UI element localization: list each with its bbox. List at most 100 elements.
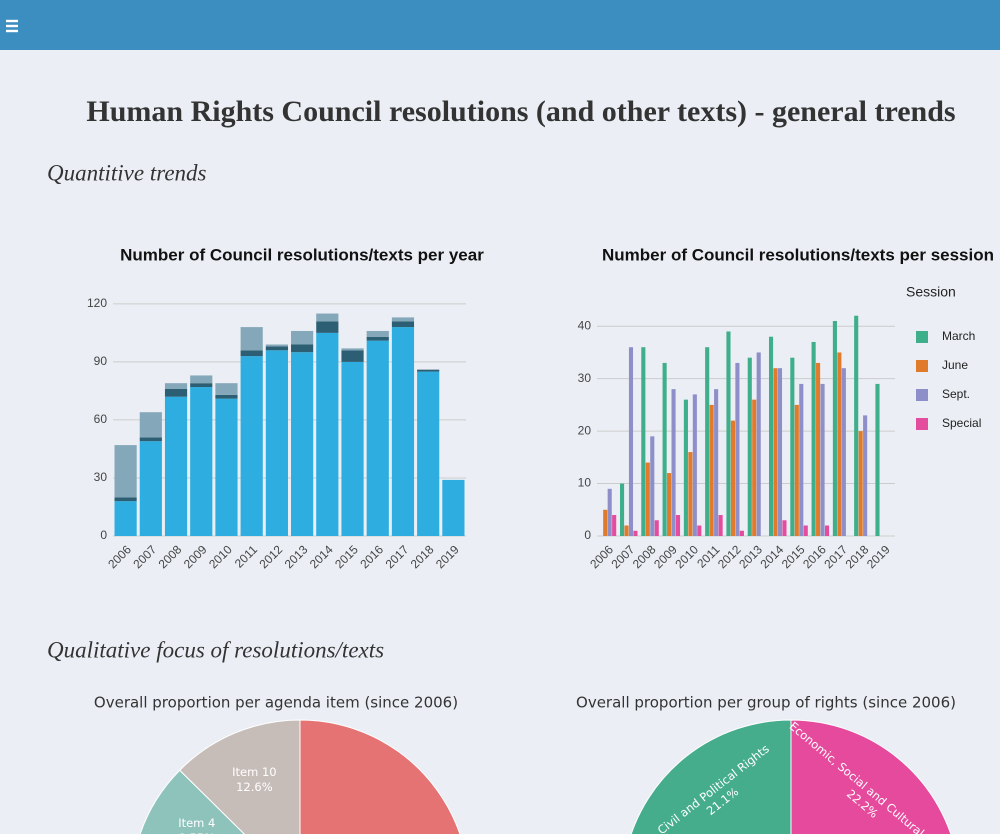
bar xyxy=(603,509,608,536)
legend-swatch xyxy=(916,331,928,343)
bar xyxy=(662,362,667,536)
bar xyxy=(863,415,868,536)
chart-title: Overall proportion per agenda item (sinc… xyxy=(94,694,458,712)
y-tick-label: 0 xyxy=(100,528,107,542)
chart-title: Overall proportion per group of rights (… xyxy=(576,694,956,712)
bar-segment xyxy=(291,330,314,345)
bar xyxy=(705,347,710,536)
bar xyxy=(683,399,688,536)
y-tick-label: 60 xyxy=(94,412,108,426)
legend-swatch xyxy=(916,389,928,401)
bar-segment xyxy=(366,336,389,341)
bar xyxy=(633,530,638,536)
bar xyxy=(739,530,744,536)
bar xyxy=(671,389,676,536)
x-tick-label: 2010 xyxy=(206,542,235,571)
bar-segment xyxy=(391,317,415,322)
bar xyxy=(697,525,702,536)
bar-segment xyxy=(291,352,314,536)
pie-slice xyxy=(179,719,301,834)
bar-segment xyxy=(139,437,162,442)
bar-segment xyxy=(391,321,415,328)
bar xyxy=(816,362,821,536)
bar xyxy=(790,357,795,536)
bar-segment xyxy=(265,346,288,351)
legend-item: Sept. xyxy=(916,387,970,401)
pie-slice xyxy=(630,719,792,834)
y-tick-label: 10 xyxy=(578,476,592,490)
bar xyxy=(709,404,714,536)
bar xyxy=(692,394,697,536)
bar-segment xyxy=(114,501,137,536)
bar-segment xyxy=(114,497,137,502)
bar-segment xyxy=(240,350,263,357)
x-tick-label: 2016 xyxy=(357,542,386,571)
bar xyxy=(773,368,778,536)
bar xyxy=(777,368,783,536)
bar-segment xyxy=(240,327,263,351)
bar xyxy=(854,315,859,536)
legend-label: Sept. xyxy=(942,387,970,401)
chart-title: Number of Council resolutions/texts per … xyxy=(120,245,484,264)
bar xyxy=(607,488,612,536)
bar xyxy=(837,352,842,536)
bar xyxy=(824,525,830,536)
bar xyxy=(799,383,804,536)
bar xyxy=(730,420,735,536)
page-title: Human Rights Council resolutions (and ot… xyxy=(86,95,955,128)
legend-item: March xyxy=(916,329,975,343)
bar xyxy=(645,462,650,536)
y-tick-label: 120 xyxy=(87,296,107,310)
bar-segment xyxy=(139,441,162,536)
bar-segment xyxy=(316,321,339,333)
legend-item: June xyxy=(916,358,968,372)
x-tick-label: 2012 xyxy=(256,542,285,571)
bar xyxy=(747,357,752,536)
bar-segment xyxy=(190,383,213,388)
top-bar xyxy=(0,0,1000,50)
chart-title: Number of Council resolutions/texts per … xyxy=(602,245,994,264)
bar xyxy=(654,520,659,536)
bar xyxy=(641,347,646,536)
section-heading: Quantitive trends xyxy=(47,160,207,185)
bar xyxy=(803,525,808,536)
y-tick-label: 0 xyxy=(584,528,591,542)
bar-segment xyxy=(114,445,137,498)
pie-slice xyxy=(139,769,246,834)
bar xyxy=(688,452,693,536)
bar-segment xyxy=(316,332,339,536)
x-tick-label: 2019 xyxy=(433,542,462,571)
bar-segment xyxy=(341,348,364,351)
bar-segment xyxy=(215,394,238,399)
bar xyxy=(811,341,816,536)
x-tick-label: 2019 xyxy=(864,542,893,571)
bar xyxy=(628,347,634,536)
bar-segment xyxy=(265,350,288,536)
x-tick-label: 2009 xyxy=(181,542,210,571)
bar-segment xyxy=(366,330,389,337)
bar xyxy=(832,320,837,536)
bar-segment xyxy=(164,388,188,397)
legend-label: June xyxy=(942,358,968,372)
bar-segment xyxy=(417,371,440,536)
bar xyxy=(875,383,880,536)
bar xyxy=(820,383,825,536)
y-tick-label: 90 xyxy=(94,354,108,368)
bar xyxy=(718,515,723,536)
x-tick-label: 2018 xyxy=(408,542,437,571)
bar xyxy=(768,336,774,536)
bar-segment xyxy=(190,387,213,536)
bar xyxy=(619,483,625,536)
bar xyxy=(782,520,787,536)
pie-slice xyxy=(299,719,461,834)
x-tick-label: 2015 xyxy=(332,542,361,571)
slice-label: Item 4 xyxy=(178,816,215,830)
bar-segment xyxy=(164,396,188,536)
menu-button[interactable] xyxy=(6,19,18,33)
bar-segment xyxy=(139,412,162,438)
bar xyxy=(714,389,719,536)
y-tick-label: 20 xyxy=(578,423,592,437)
bar-segment xyxy=(391,327,415,536)
